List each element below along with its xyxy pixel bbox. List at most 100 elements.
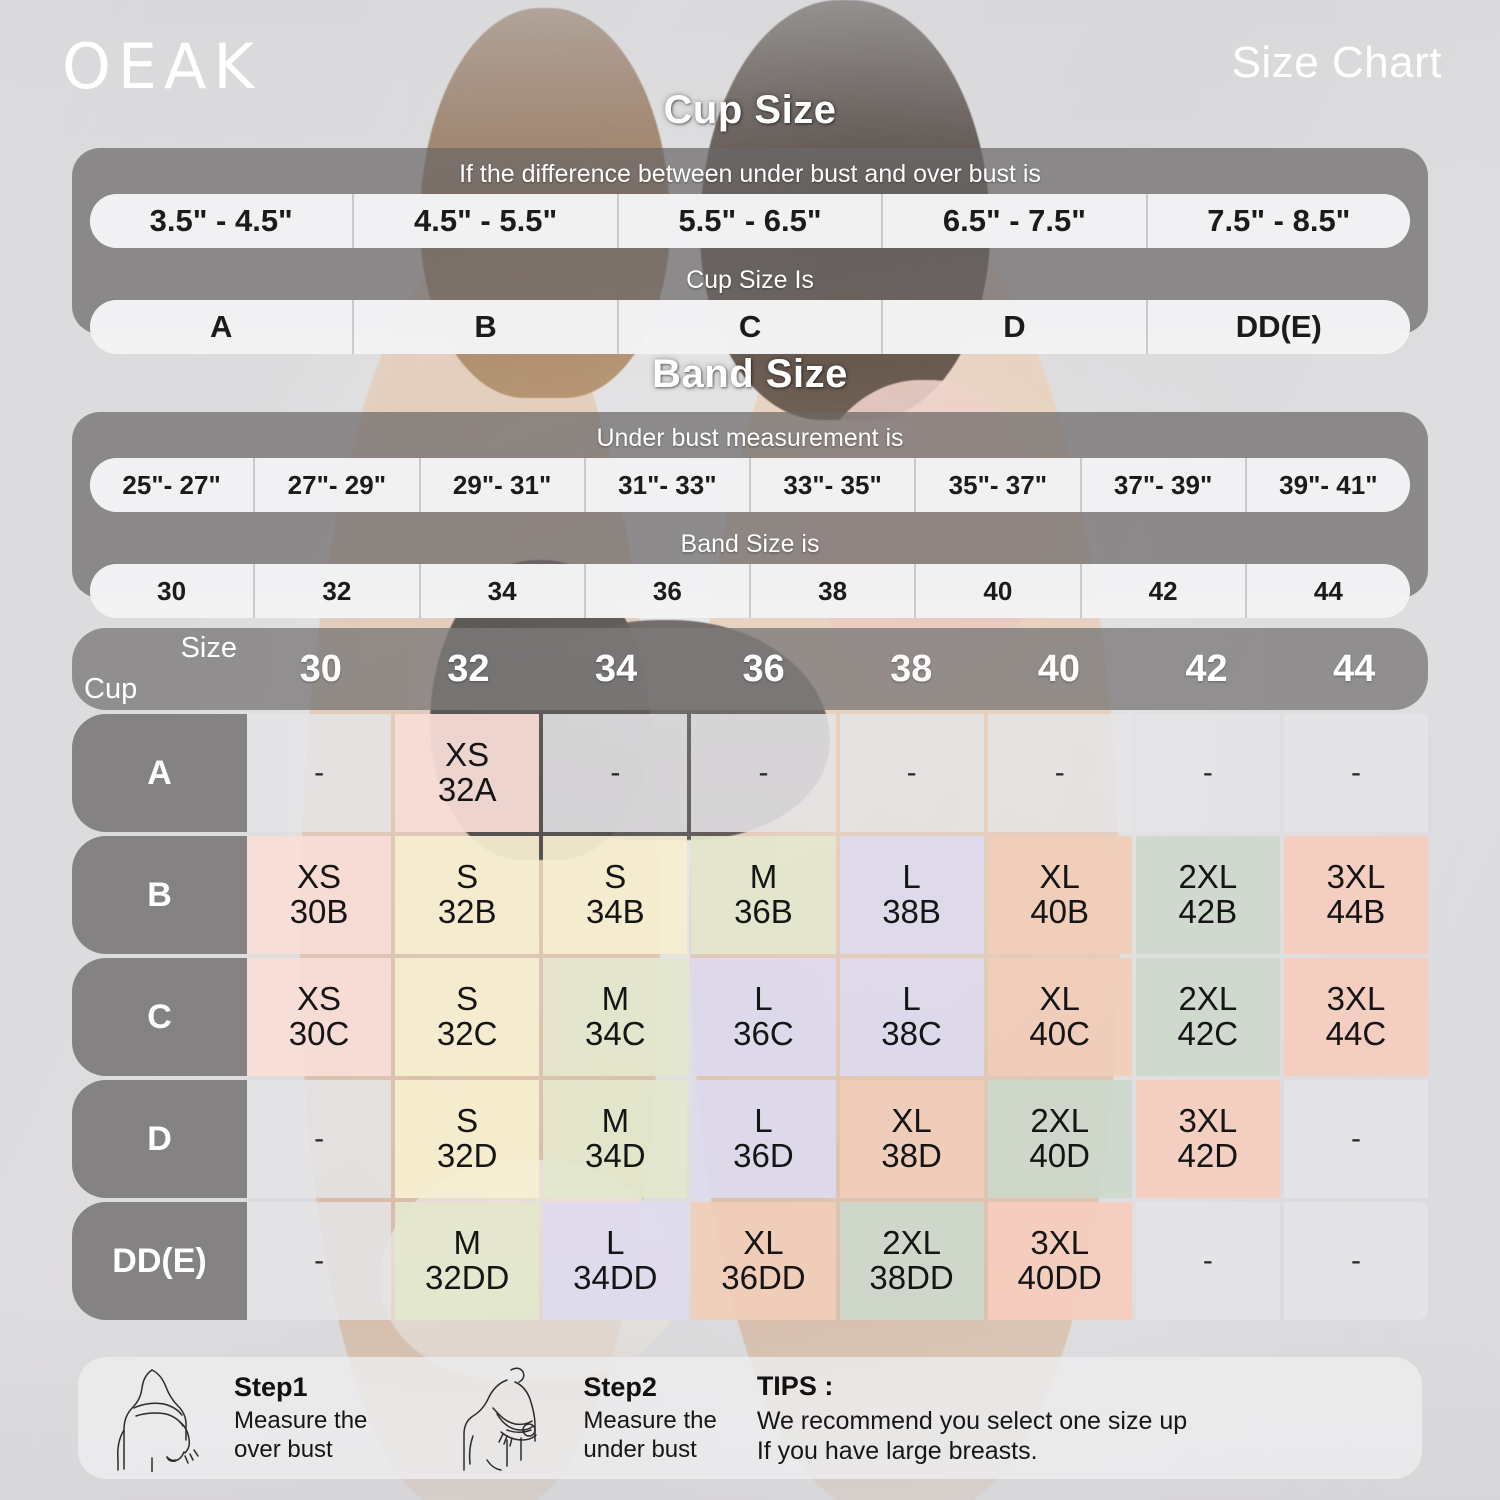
band-range-cell-3: 31"- 33" (585, 458, 751, 512)
corner-label-cup: Cup (84, 673, 138, 705)
cell-bra-code: 34D (585, 1137, 646, 1174)
band-size-section-title: Band Size (652, 352, 848, 396)
cell-bra-code: 42B (1178, 893, 1238, 930)
cell-size-label: XL (1039, 858, 1080, 896)
cell-bra-code: 34C (585, 1015, 646, 1052)
band-range-cell-2: 29"- 31" (420, 458, 586, 512)
cup-value-cell-0: A (90, 300, 355, 354)
tips-title: TIPS : (756, 1370, 834, 1401)
band-value-cell-2: 34 (420, 564, 586, 618)
cell-size-label: M (749, 858, 778, 896)
band-size-value-row: 30 32 34 36 38 40 42 44 (90, 564, 1410, 618)
corner-label-size: Size (180, 632, 237, 664)
band-range-cell-5: 35"- 37" (916, 458, 1082, 512)
cell-bra-code: 38C (881, 1015, 942, 1052)
cell-bra-code: 32D (436, 1137, 498, 1174)
matrix-cell-C-44: 3XL 44C (1283, 958, 1428, 1076)
matrix-cell-D-44-empty: - (1283, 1080, 1428, 1198)
band-value-cell-4: 38 (751, 564, 917, 618)
cell-size-label: XL (743, 1224, 784, 1262)
cup-value-cell-2: C (618, 300, 884, 354)
matrix-cell-B-34: S 34B (543, 836, 688, 954)
band-size-panel: Under bust measurement is 25"- 27" 27"- 2… (72, 412, 1428, 618)
matrix-row-A: A - XS 32A - - - - - - (72, 714, 1428, 832)
cell-bra-code: 42D (1177, 1137, 1239, 1174)
matrix-cell-B-42: 2XL 42B (1135, 836, 1280, 954)
tips-block: TIPS : We recommend you select one size … (757, 1371, 1400, 1466)
cup-value-cell-4: DD(E) (1147, 300, 1410, 354)
cup-range-cell-0: 3.5" - 4.5" (90, 194, 355, 248)
band-value-cell-6: 42 (1081, 564, 1247, 618)
cell-bra-code: 32B (437, 893, 497, 930)
matrix-row-cells: XS 30B S 32B S 34B M 36B L 38B XL 40B 2XL 42B 3XL 44B (247, 836, 1428, 954)
matrix-cell-DD(E)-34: L 34DD (543, 1202, 688, 1320)
cell-bra-code: 40DD (1017, 1259, 1102, 1296)
band-value-cell-7: 44 (1246, 564, 1410, 618)
matrix-cell-D-34: M 34D (543, 1080, 688, 1198)
matrix-row-cells: XS 30C S 32C M 34C L 36C L 38C XL 40C 2XL 42C 3XL 44C (247, 958, 1428, 1076)
matrix-cell-B-44: 3XL 44B (1283, 836, 1428, 954)
over-bust-measure-icon (100, 1364, 220, 1473)
matrix-cell-A-40-empty: - (987, 714, 1132, 832)
cell-size-label: M (601, 980, 630, 1018)
matrix-cell-D-36: L 36D (691, 1080, 836, 1198)
matrix-cell-D-32: S 32D (395, 1080, 540, 1198)
cell-size-label: L (754, 1102, 773, 1140)
cell-size-label: M (453, 1224, 481, 1262)
cell-bra-code: 40B (1030, 893, 1090, 930)
band-range-cell-6: 37"- 39" (1081, 458, 1247, 512)
matrix-cup-header-B: B (72, 836, 247, 954)
matrix-cell-A-32: XS 32A (395, 714, 540, 832)
matrix-row-B: B XS 30B S 32B S 34B M 36B L 38B XL 40B 2XL 42B 3XL 44B (72, 836, 1428, 954)
matrix-corner-label: Size Cup (72, 628, 247, 710)
cup-value-cell-1: B (354, 300, 619, 354)
matrix-cell-A-38-empty: - (839, 714, 984, 832)
cell-size-label: XS (445, 736, 490, 774)
matrix-cell-DD(E)-36: XL 36DD (691, 1202, 836, 1320)
matrix-cell-DD(E)-32: M 32DD (395, 1202, 540, 1320)
band-range-cell-1: 27"- 29" (255, 458, 421, 512)
matrix-cup-header-C: C (72, 958, 247, 1076)
matrix-cell-C-40: XL 40C (987, 958, 1132, 1076)
cell-size-label: L (754, 980, 773, 1018)
cell-size-label: S (456, 980, 479, 1018)
band-value-cell-1: 32 (255, 564, 421, 618)
step-2-title: Step2 (583, 1372, 657, 1403)
matrix-cell-A-30-empty: - (247, 714, 392, 832)
cell-size-label: 3XL (1326, 858, 1386, 896)
matrix-cell-C-42: 2XL 42C (1135, 958, 1280, 1076)
cell-size-label: 3XL (1326, 980, 1386, 1018)
matrix-row-cells: - M 32DD L 34DD XL 36DD 2XL 38DD 3XL 40DD - - (247, 1202, 1428, 1320)
size-matrix-table: Size Cup 30 32 34 36 38 40 42 44 A - XS 32A - - - - - - B… (72, 628, 1428, 1324)
step-1-description: Measure the over bust (234, 1407, 368, 1463)
cell-bra-code: 42C (1177, 1015, 1239, 1052)
cell-size-label: L (902, 858, 921, 896)
cup-range-cell-2: 5.5" - 6.5" (618, 194, 884, 248)
cell-size-label: 2XL (1178, 980, 1238, 1018)
matrix-cell-A-34-empty: - (543, 714, 688, 832)
matrix-band-header-38: 38 (890, 647, 933, 690)
matrix-cell-B-38: L 38B (839, 836, 984, 954)
matrix-cell-C-36: L 36C (691, 958, 836, 1076)
cup-size-caption-top: If the difference between under bust and… (459, 160, 1041, 188)
cup-size-section-title: Cup Size (663, 88, 837, 132)
matrix-cell-B-32: S 32B (395, 836, 540, 954)
cell-size-label: 2XL (1178, 858, 1238, 896)
cell-bra-code: 30C (288, 1015, 350, 1052)
cell-size-label: 3XL (1030, 1224, 1090, 1262)
cell-size-label: XS (297, 980, 342, 1018)
matrix-row-D: D - S 32D M 34D L 36D XL 38D 2XL 40D 3XL 42D - (72, 1080, 1428, 1198)
matrix-band-header-36: 36 (742, 647, 785, 690)
cell-bra-code: 36DD (721, 1259, 806, 1296)
matrix-cell-D-38: XL 38D (839, 1080, 984, 1198)
cell-size-label: S (456, 1102, 479, 1140)
cell-size-label: S (604, 858, 627, 896)
matrix-cell-DD(E)-42-empty: - (1135, 1202, 1280, 1320)
footer-instructions: Step1 Measure the over bust (78, 1357, 1422, 1479)
band-size-caption-mid: Band Size is (680, 530, 820, 558)
band-size-range-row: 25"- 27" 27"- 29" 29"- 31" 31"- 33" 33"- 35"… (90, 458, 1410, 512)
cell-bra-code: 36D (733, 1137, 794, 1174)
matrix-band-header-44: 44 (1333, 647, 1376, 690)
cell-bra-code: 40C (1029, 1015, 1090, 1052)
matrix-cup-header-D: D (72, 1080, 247, 1198)
